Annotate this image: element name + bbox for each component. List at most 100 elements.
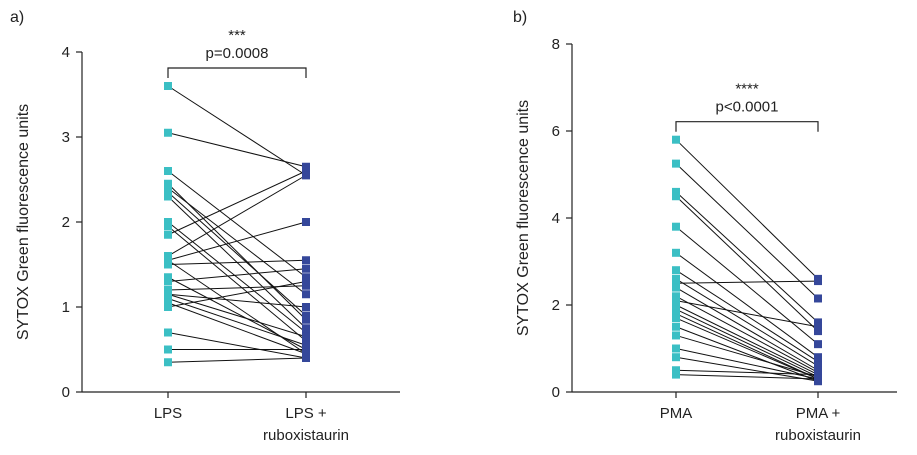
pair-line (675, 300, 819, 328)
data-point-before (164, 184, 172, 192)
panel-label: a) (10, 9, 24, 26)
significance-bracket (167, 67, 307, 78)
y-tick-label: 3 (62, 129, 70, 146)
pair-line (675, 226, 819, 345)
pair-line (675, 313, 819, 380)
y-axis-title: SYTOX Green fluorescence units (15, 104, 32, 340)
data-point-after (814, 327, 822, 336)
y-tick-label: 2 (552, 297, 560, 314)
data-point-before (672, 331, 680, 340)
data-point-before (164, 290, 172, 299)
pair-line (675, 278, 819, 367)
data-point-before (672, 283, 680, 292)
data-point-before (672, 222, 680, 231)
y-axis-title: SYTOX Green fluorescence units (515, 100, 532, 336)
data-point-after (302, 167, 310, 175)
pair-line (167, 268, 307, 282)
data-point-before (164, 358, 172, 367)
data-point-after (814, 294, 822, 303)
data-point-before (672, 187, 680, 196)
pair-line (675, 287, 819, 371)
y-tick-label: 6 (552, 123, 560, 140)
data-point-after (814, 322, 822, 331)
pair-line (167, 132, 307, 168)
data-point-after (814, 370, 822, 379)
data-point-after (302, 218, 310, 226)
data-point-after (302, 264, 310, 273)
pair-line (675, 374, 819, 380)
pair-line (167, 221, 307, 261)
pair-line (167, 302, 307, 355)
data-point-after (814, 353, 822, 362)
data-point-before (672, 301, 680, 309)
x-tick-label: PMA + (796, 405, 841, 422)
data-point-after (302, 281, 310, 290)
chart-panel-2: b) 0 2 4 6 8 SYTOX Green fluorescence units PMA… (513, 9, 897, 444)
data-point-before (672, 159, 680, 168)
pair-line (675, 252, 819, 358)
data-point-before (672, 370, 680, 379)
data-point-before (164, 222, 172, 231)
pair-line (675, 356, 819, 382)
data-point-before (672, 296, 680, 305)
pair-line (167, 221, 307, 333)
data-point-after (302, 162, 310, 171)
x-tick-label: PMA (660, 405, 693, 422)
pair-line (167, 293, 307, 308)
pair-line (167, 85, 307, 176)
pair-line (675, 191, 819, 323)
data-point-after (302, 315, 310, 324)
data-point-before (672, 305, 680, 314)
data-point-before (672, 366, 680, 375)
pair-line (675, 269, 819, 362)
pair-line (167, 298, 307, 346)
data-point-before (164, 286, 172, 294)
data-point-after (302, 349, 310, 358)
data-point-after (302, 303, 310, 311)
data-point-after (302, 311, 310, 320)
data-point-after (814, 357, 822, 366)
data-point-before (672, 279, 680, 288)
data-point-before (164, 192, 172, 201)
data-point-after (302, 341, 310, 350)
data-point-before (672, 353, 680, 362)
pair-line (675, 195, 819, 332)
data-point-before (672, 266, 680, 275)
data-point-after (302, 277, 310, 286)
pair-line (675, 163, 819, 299)
chart-panel-1: a) 0 1 2 3 4 SYTOX Green fluorescence units LPS… (10, 9, 400, 444)
y-tick-label: 2 (62, 214, 70, 231)
data-point-before (164, 179, 172, 188)
data-point-before (164, 328, 172, 337)
pair-line (167, 285, 307, 291)
y-tick-label: 1 (62, 299, 70, 316)
data-point-before (164, 167, 172, 175)
data-point-before (164, 345, 172, 354)
data-point-after (302, 332, 310, 341)
data-point-after (302, 345, 310, 354)
data-point-after (302, 273, 310, 282)
data-point-after (814, 277, 822, 286)
data-point-before (164, 256, 172, 265)
data-point-before (164, 128, 172, 137)
pair-line (167, 259, 307, 265)
y-tick-label: 4 (552, 210, 560, 227)
y-tick-label: 0 (552, 384, 560, 401)
data-point-after (814, 361, 822, 370)
pair-line (167, 183, 307, 321)
y-tick-label: 4 (62, 44, 70, 61)
data-point-before (672, 192, 680, 201)
data-point-after (302, 256, 310, 265)
p-value-label: p<0.0001 (716, 99, 779, 116)
pair-line (675, 326, 819, 382)
data-point-before (672, 344, 680, 353)
data-point-before (164, 273, 172, 282)
pair-line (675, 139, 819, 280)
pair-line (167, 357, 307, 363)
significance-stars: **** (735, 81, 759, 98)
data-point-before (164, 218, 172, 226)
data-point-before (672, 135, 680, 144)
pair-line (675, 369, 819, 376)
pair-line (675, 317, 819, 380)
